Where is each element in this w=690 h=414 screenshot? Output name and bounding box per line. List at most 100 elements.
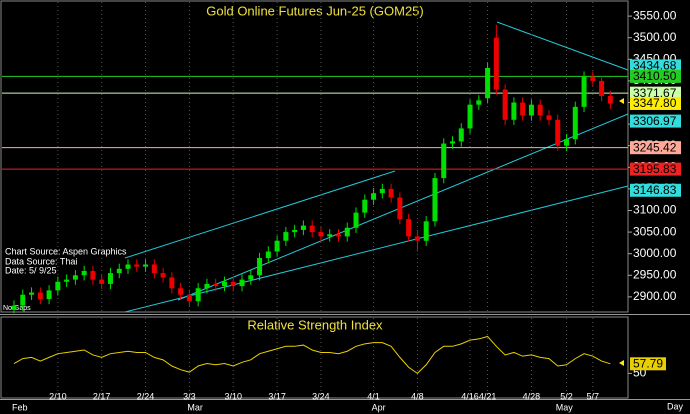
x-tick-label: 4/8 xyxy=(411,391,424,401)
candle-body xyxy=(116,268,122,274)
trendline xyxy=(124,185,629,313)
candle-body xyxy=(283,232,289,241)
x-axis-label: Day xyxy=(667,401,684,411)
candle-body xyxy=(99,279,105,284)
y-tick-label: 3100.00 xyxy=(633,203,677,217)
price-panel xyxy=(0,0,629,313)
candle-body xyxy=(309,225,315,233)
candle-body xyxy=(581,76,587,107)
x-tick-label: 2/17 xyxy=(93,391,111,401)
level-label: 3306.97 xyxy=(633,114,677,128)
candle-body xyxy=(388,188,394,198)
candle-body xyxy=(564,139,570,146)
candle-body xyxy=(125,264,131,269)
level-label: 3410.50 xyxy=(633,69,677,83)
level-label: 3371.67 xyxy=(633,86,677,100)
rsi-panel xyxy=(0,316,629,399)
candle-body xyxy=(134,264,140,267)
candle-body xyxy=(397,197,403,220)
level-label-box xyxy=(630,141,681,155)
candle-body xyxy=(292,229,298,233)
candle-body xyxy=(485,67,491,99)
candle-body xyxy=(213,283,219,287)
x-tick-label: 3/10 xyxy=(224,391,242,401)
candle-body xyxy=(371,193,377,200)
level-label-box xyxy=(630,96,681,110)
candle-body xyxy=(362,199,368,213)
candle-body xyxy=(607,96,613,104)
candle-body xyxy=(335,234,341,237)
candle-body xyxy=(72,275,78,280)
candle-body xyxy=(20,294,26,306)
candle-body xyxy=(257,258,263,276)
candle-body xyxy=(195,288,201,302)
candle-body xyxy=(379,188,385,194)
candle-body xyxy=(493,37,499,90)
candle-body xyxy=(520,102,526,116)
y-tick-label: 2900.00 xyxy=(633,289,677,303)
y-tick-label: 3000.00 xyxy=(633,246,677,260)
x-tick-label: 4/16 xyxy=(461,391,479,401)
month-label: Feb xyxy=(12,402,28,412)
month-label: Apr xyxy=(372,402,386,412)
candle-body xyxy=(353,212,359,228)
candle-body xyxy=(143,264,149,267)
trendline xyxy=(177,113,629,301)
candle-body xyxy=(265,251,271,259)
trendline xyxy=(496,21,629,71)
x-tick-label: 2/10 xyxy=(49,391,67,401)
candle-body xyxy=(590,76,596,81)
candle-body xyxy=(467,104,473,129)
level-label-box xyxy=(630,162,681,176)
candle-body xyxy=(327,234,333,237)
candle-body xyxy=(55,281,61,291)
candle-body xyxy=(572,106,578,140)
level-label-box xyxy=(630,59,681,73)
candle-body xyxy=(511,102,517,120)
x-tick-label: 4/1 xyxy=(367,391,380,401)
x-tick-label: 3/17 xyxy=(268,391,286,401)
candle-body xyxy=(274,240,280,252)
candle-body xyxy=(450,141,455,144)
candle-body xyxy=(29,292,35,295)
candle-body xyxy=(204,283,210,289)
y-tick-label: 3050.00 xyxy=(633,224,677,238)
candle-body xyxy=(81,270,87,276)
rsi-last-label: 57.79 xyxy=(633,356,663,370)
month-label: Mar xyxy=(187,402,203,412)
candle-body xyxy=(406,219,412,237)
level-label-box xyxy=(630,183,681,197)
candle-body xyxy=(46,290,52,300)
month-label: May xyxy=(556,402,574,412)
x-tick-label: 5/7 xyxy=(587,391,600,401)
candle-body xyxy=(11,305,17,310)
candle-body xyxy=(423,221,429,241)
x-tick-label: 5/2 xyxy=(560,391,573,401)
candle-body xyxy=(248,275,254,280)
candle-body xyxy=(151,264,157,274)
level-label: 3195.83 xyxy=(633,162,677,176)
note: No Gaps xyxy=(3,305,31,312)
rsi-title: Relative Strength Index xyxy=(247,317,383,332)
y-tick-label: 3550.00 xyxy=(633,8,677,22)
candle-body xyxy=(230,281,236,287)
candle-body xyxy=(160,273,166,278)
candle-body xyxy=(458,128,464,142)
rsi-line xyxy=(13,335,611,375)
candle-body xyxy=(432,178,438,222)
candle-body xyxy=(528,104,534,116)
candle-body xyxy=(318,232,324,237)
x-tick-label: 4/28 xyxy=(523,391,541,401)
candle-body xyxy=(441,143,447,179)
trendlines xyxy=(124,21,629,313)
y-tick-label: 2950.00 xyxy=(633,267,677,281)
x-tick-label: 4/21 xyxy=(479,391,497,401)
candle-body xyxy=(344,227,350,237)
last-rsi-arrow xyxy=(619,360,624,366)
chart-title: Gold Online Futures Jun-25 (GOM25) xyxy=(206,3,423,18)
annotation: Chart Source: Aspen Graphics xyxy=(5,246,127,256)
candle-body xyxy=(476,100,482,105)
rsi-last-box xyxy=(630,357,666,371)
